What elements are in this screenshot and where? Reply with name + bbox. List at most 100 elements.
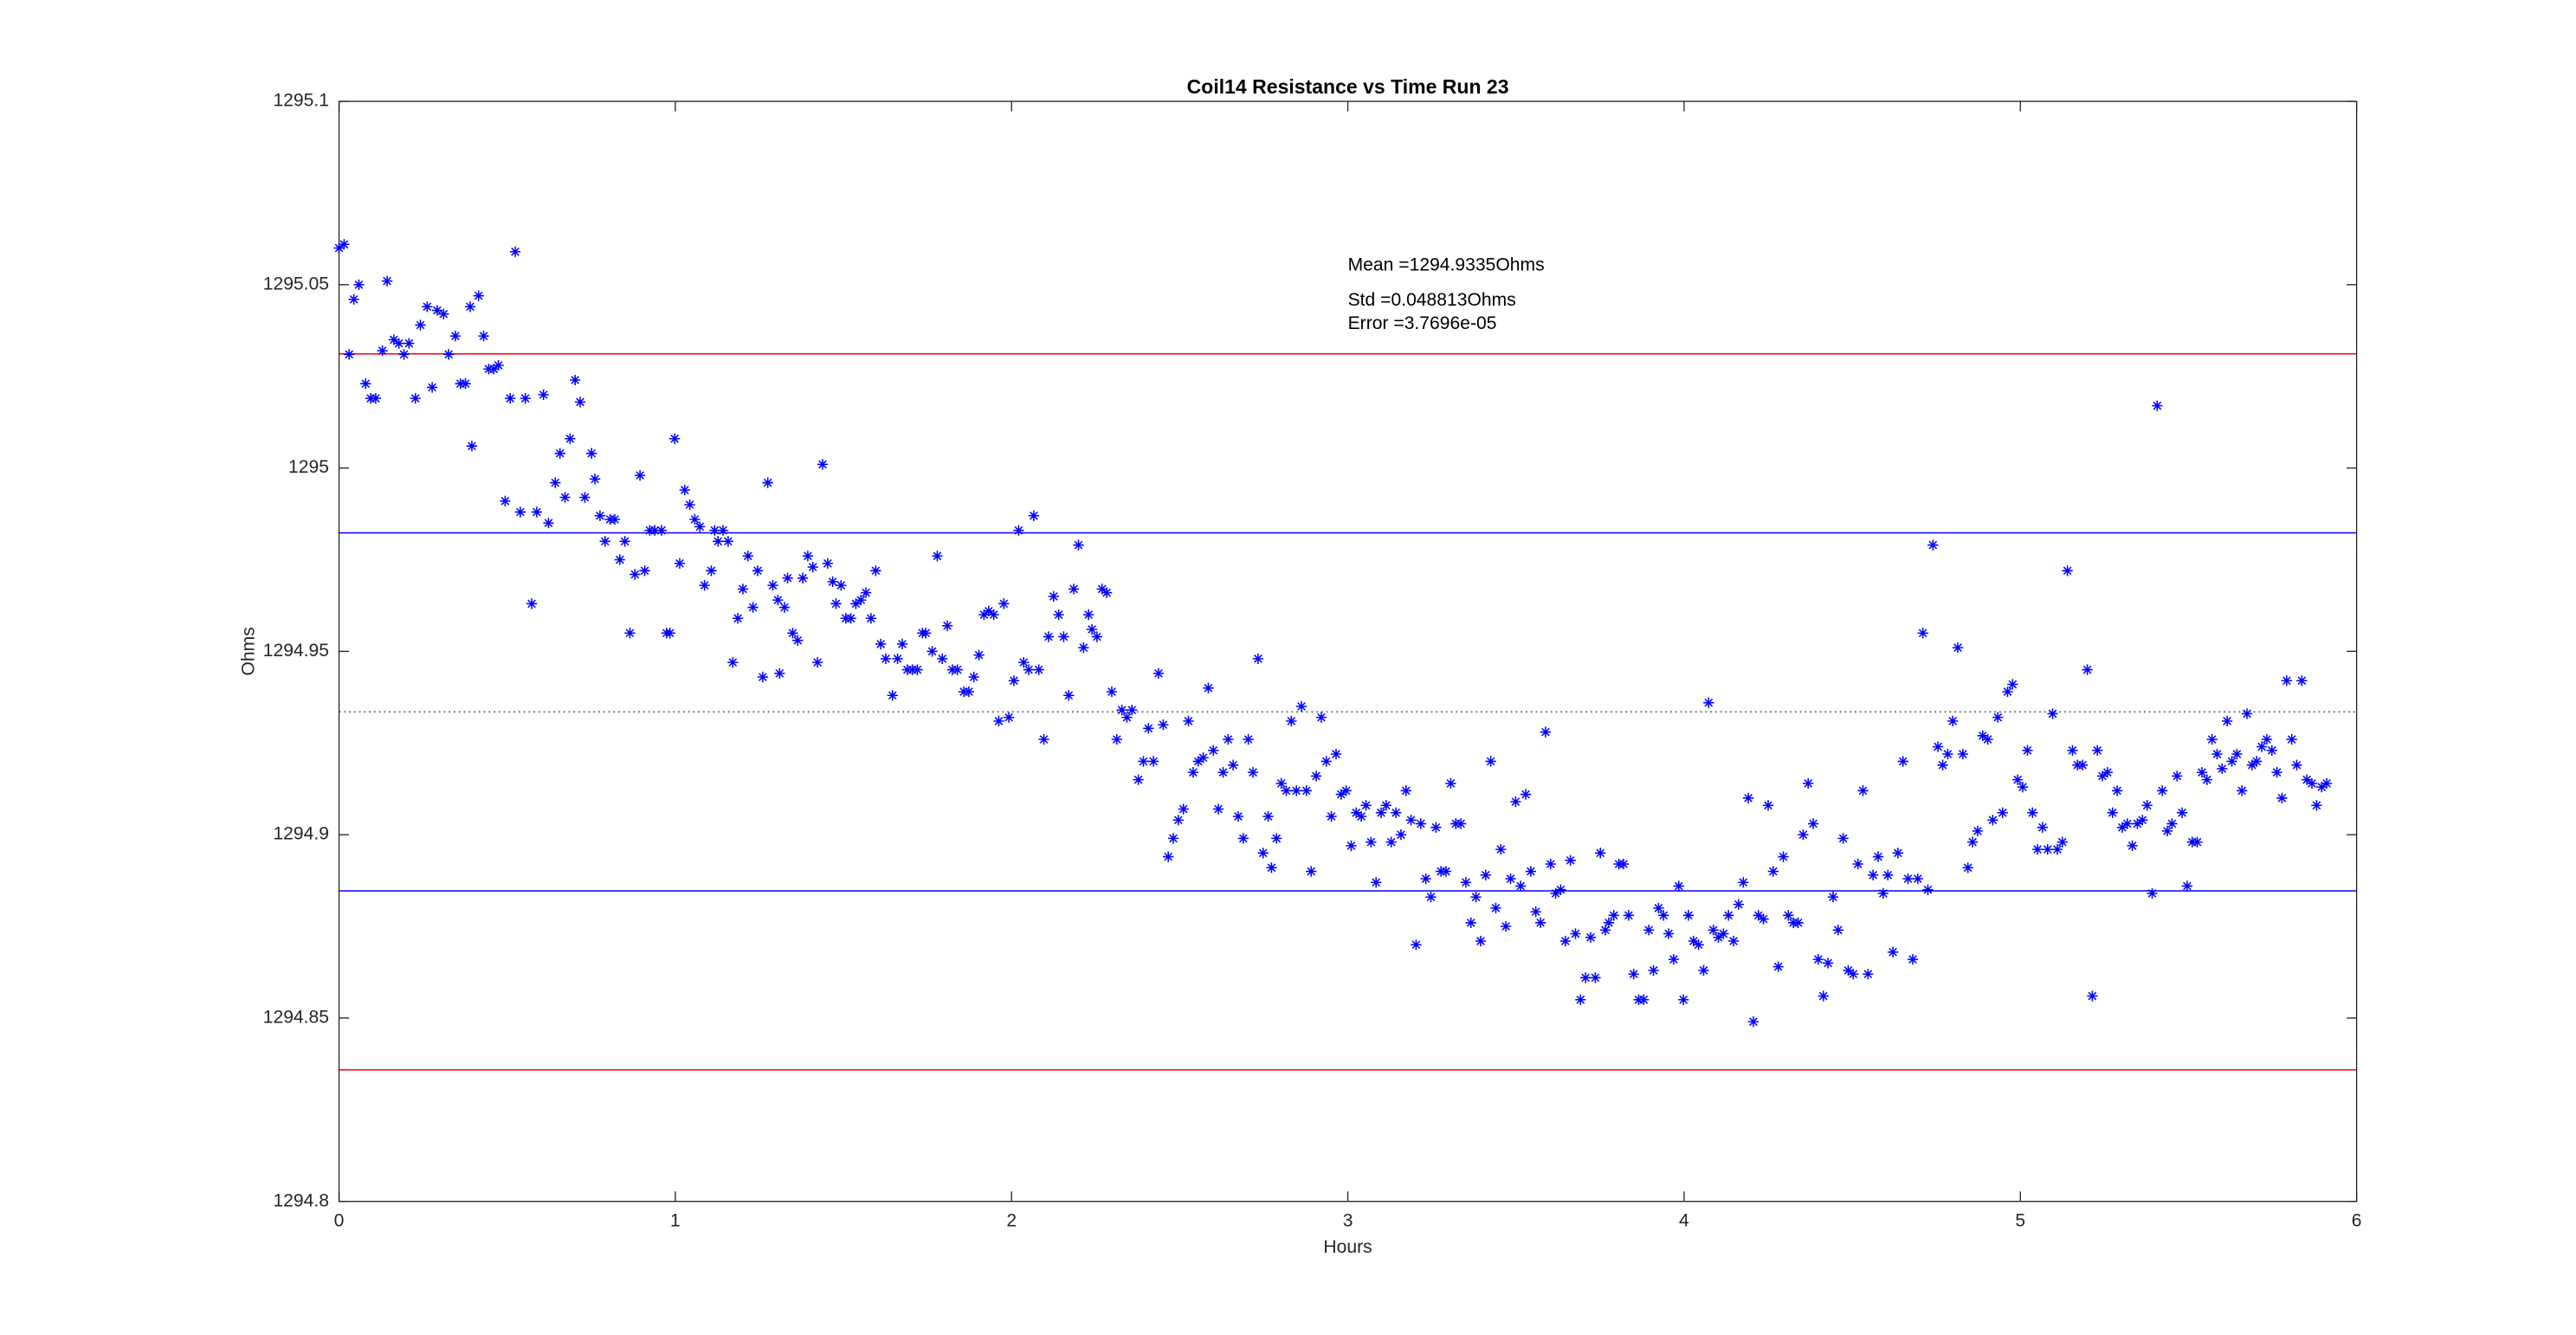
data-point [550, 477, 561, 488]
data-point [2101, 767, 2114, 778]
data-point [2206, 733, 2218, 745]
data-point [1147, 756, 1159, 767]
data-point [1603, 917, 1615, 928]
data-point [1371, 877, 1382, 888]
data-point [2116, 822, 2128, 833]
data-point [1772, 961, 1784, 972]
data-point [742, 551, 753, 562]
data-point [713, 536, 724, 547]
data-point [807, 561, 818, 573]
data-point [1400, 785, 1411, 796]
data-point [1286, 715, 1297, 726]
data-point [1073, 539, 1084, 551]
data-point [1351, 807, 1362, 818]
data-point [1837, 833, 1849, 844]
data-point [1902, 873, 1914, 885]
data-point [1947, 715, 1959, 726]
data-point [531, 506, 543, 518]
data-point [1163, 851, 1174, 862]
data-point [1673, 880, 1684, 892]
data-point [1783, 910, 1794, 921]
data-point [1004, 712, 1015, 723]
data-point [706, 565, 717, 577]
data-point [1023, 664, 1035, 675]
data-point [1698, 964, 1709, 976]
data-point [639, 565, 650, 577]
data-point [1365, 836, 1377, 848]
data-point [1183, 715, 1194, 726]
data-point [1852, 858, 1863, 870]
data-point [1018, 656, 1030, 668]
data-point [1545, 858, 1556, 870]
data-point [850, 598, 862, 609]
data-point [1326, 810, 1337, 822]
plot-area [339, 101, 2357, 1202]
data-point [1187, 767, 1199, 778]
data-point [2111, 785, 2123, 796]
data-point [1111, 733, 1122, 745]
data-point [614, 554, 625, 565]
data-point [1167, 833, 1179, 844]
data-point [1301, 785, 1312, 796]
axes-box [338, 100, 2358, 1203]
data-point [370, 393, 382, 404]
data-point [717, 525, 729, 536]
data-point [767, 580, 778, 591]
data-point [1237, 833, 1249, 844]
data-point [1485, 756, 1496, 767]
data-point [1658, 910, 1669, 921]
data-point [1495, 843, 1507, 855]
data-point [1812, 954, 1824, 965]
data-point [579, 492, 591, 503]
data-point [926, 646, 938, 657]
data-point [1505, 873, 1516, 885]
data-point [1320, 756, 1332, 767]
data-point [1738, 877, 1749, 888]
data-point [473, 290, 484, 301]
data-point [1565, 855, 1576, 866]
data-point [1271, 833, 1282, 844]
data-point [1143, 723, 1154, 734]
data-point [1682, 910, 1695, 921]
data-point [2022, 745, 2033, 756]
data-point [505, 393, 516, 404]
data-point [1121, 712, 1133, 723]
x-tick-label: 2 [1006, 1210, 1017, 1230]
data-point [1937, 759, 1948, 771]
data-point [1266, 862, 1277, 874]
data-point [1580, 972, 1591, 984]
data-point [973, 649, 985, 661]
data-point [1291, 785, 1302, 796]
data-point [2031, 843, 2043, 855]
data-point [1068, 584, 1080, 595]
data-point [333, 242, 345, 254]
data-point [1425, 892, 1436, 903]
data-point [2181, 880, 2193, 892]
data-point [1678, 994, 1689, 1005]
data-point [2291, 759, 2302, 771]
data-point [543, 518, 554, 529]
data-point [404, 338, 415, 349]
data-point [493, 359, 504, 371]
data-point [1380, 800, 1392, 811]
data-point [830, 598, 842, 609]
data-point [1917, 628, 1928, 639]
data-point [963, 686, 975, 698]
data-point [732, 613, 744, 624]
data-point [1648, 964, 1659, 976]
data-point [1096, 584, 1107, 595]
data-point [1223, 733, 1234, 745]
data-point [664, 628, 675, 639]
data-point [1843, 964, 1854, 976]
data-point [460, 378, 471, 390]
data-point [410, 393, 421, 404]
data-point [1335, 789, 1346, 800]
data-point [1028, 510, 1040, 521]
data-point [377, 345, 388, 357]
data-point [2286, 733, 2297, 745]
data-point [2271, 767, 2282, 778]
data-point [500, 495, 511, 506]
data-point [778, 602, 791, 613]
data-point [983, 605, 994, 616]
data-point [1247, 767, 1259, 778]
